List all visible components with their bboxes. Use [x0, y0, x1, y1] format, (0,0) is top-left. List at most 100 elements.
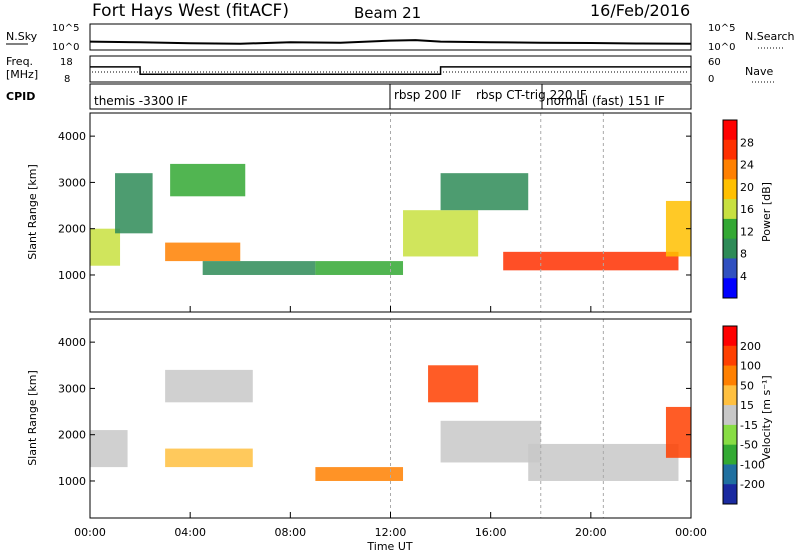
noise-panel: N.Sky 10^5 10^0 10^5 10^0 N.Search	[6, 23, 795, 53]
freq-frame	[89, 55, 692, 83]
data-band-7	[665, 406, 691, 458]
time-tick-label-1: 04:00	[174, 526, 206, 539]
data-band-0	[90, 430, 128, 468]
y-tick-label-3: 4000	[58, 130, 86, 143]
colorbar-tick-label-1: 8	[740, 248, 747, 261]
data-band-1	[115, 173, 153, 234]
y-tick-label-1: 2000	[58, 223, 86, 236]
colorbar-tick-label-3: 16	[740, 203, 754, 216]
cpid-panel: CPID themis -3300 IF rbsp 200 IF rbsp CT…	[6, 83, 692, 110]
data-band-5	[315, 261, 404, 275]
data-band-2	[165, 369, 253, 403]
cpid-mode-3: rbsp CT-trig 220 IF	[476, 88, 587, 102]
data-band-4	[428, 365, 479, 403]
y-tick-label-0: 1000	[58, 475, 86, 488]
data-band-0	[90, 228, 121, 266]
time-axis-label: Time UT	[366, 540, 412, 553]
velocity-colorbar: 200 100 50 15 -15 -50 -100 -200	[722, 325, 765, 505]
data-band-6	[528, 443, 679, 481]
data-band-6	[403, 210, 479, 257]
y-tick-label-0: 1000	[58, 269, 86, 282]
colorbar-swatch-4	[723, 405, 737, 426]
beam-label: Beam 21	[354, 4, 421, 22]
velocity-yticks: 1000 2000 3000 4000	[58, 336, 691, 488]
colorbar-swatch-5	[723, 218, 737, 240]
time-tick-label-6: 00:00	[675, 526, 707, 539]
data-band-3	[315, 467, 404, 481]
colorbar-tick-label-2: 50	[740, 379, 754, 392]
power-data	[90, 113, 691, 312]
cpid-mode-1: themis -3300 IF	[94, 94, 188, 108]
y-tick-label-3: 4000	[58, 336, 86, 349]
power-ylabel: Slant Range [km]	[26, 164, 39, 260]
noise-series	[89, 39, 692, 45]
time-tick-label-0: 00:00	[74, 526, 106, 539]
y-tick-label-2: 3000	[58, 382, 86, 395]
power-colorbar: 4 8 12 16 20 24 28	[722, 119, 754, 299]
noise-right-tick-bottom: 10^0	[708, 42, 735, 53]
colorbar-frame	[722, 325, 738, 505]
colorbar-tick-label-6: 28	[740, 136, 754, 149]
date-label: 16/Feb/2016	[590, 1, 690, 20]
y-tick-label-2: 3000	[58, 176, 86, 189]
data-band-4	[202, 261, 316, 275]
power-colorbar-label: Power [dB]	[760, 182, 773, 242]
colorbar-tick-label-5: 24	[740, 159, 754, 172]
power-panel: Slant Range [km] 1000 2000 3000 4000 4 8 12 16…	[26, 112, 773, 313]
colorbar-swatch-0	[723, 120, 737, 141]
colorbar-swatch-6	[723, 444, 737, 465]
colorbar-swatch-1	[723, 345, 737, 367]
time-tick-label-3: 12:00	[375, 526, 407, 539]
velocity-panel: Slant Range [km] 1000 2000 3000 4000 200 100…	[26, 318, 773, 519]
colorbar-tick-label-1: 100	[740, 360, 761, 373]
data-band-3	[170, 163, 246, 197]
noise-left-tick-top: 10^5	[52, 23, 79, 34]
data-band-1	[165, 448, 253, 468]
freq-unit-label: [MHz]	[6, 68, 38, 81]
colorbar-tick-label-7: -200	[740, 478, 765, 491]
noise-right-tick-top: 10^5	[708, 23, 735, 34]
nave-label: Nave	[745, 65, 773, 78]
velocity-data	[90, 319, 691, 518]
time-tick-label-2: 08:00	[274, 526, 306, 539]
colorbar-tick-label-3: 15	[740, 399, 754, 412]
colorbar-swatch-4	[723, 199, 737, 220]
station-title: Fort Hays West (fitACF)	[92, 1, 289, 21]
colorbar-swatch-1	[723, 139, 737, 161]
colorbar-swatch-5	[723, 424, 737, 446]
y-tick-label-1: 2000	[58, 429, 86, 442]
cpid-mode-2: rbsp 200 IF	[394, 88, 461, 102]
data-band-2	[165, 242, 241, 262]
nave-tick-bottom: 0	[708, 74, 714, 85]
cpid-mode-4: normal (fast) 151 IF	[546, 94, 665, 108]
time-tick-label-4: 16:00	[475, 526, 507, 539]
colorbar-swatch-0	[723, 326, 737, 347]
noise-left-tick-bottom: 10^0	[52, 42, 79, 53]
colorbar-swatch-2	[723, 159, 737, 180]
colorbar-frame	[722, 119, 738, 299]
colorbar-tick-label-5: -50	[740, 439, 758, 452]
noise-frame	[89, 23, 692, 51]
colorbar-swatch-8	[723, 484, 737, 505]
nsearch-label: N.Search	[745, 30, 795, 43]
freq-tick-top: 18	[60, 57, 73, 68]
colorbar-swatch-7	[723, 464, 737, 485]
colorbar-tick-label-4: -15	[740, 419, 758, 432]
time-tick-label-5: 20:00	[575, 526, 607, 539]
colorbar-swatch-8	[723, 278, 737, 299]
nave-tick-top: 60	[708, 57, 721, 68]
velocity-colorbar-label: Velocity [m s⁻¹]	[760, 375, 773, 460]
colorbar-swatch-3	[723, 385, 737, 406]
colorbar-swatch-2	[723, 365, 737, 386]
freq-label: Freq.	[6, 55, 33, 68]
time-axis: 00:00 04:00 08:00 12:00 16:00 20:00 00:00	[74, 306, 707, 539]
data-band-7	[440, 173, 529, 211]
power-yticks: 1000 2000 3000 4000	[58, 130, 691, 282]
colorbar-tick-label-0: 200	[740, 340, 761, 353]
colorbar-tick-label-2: 12	[740, 225, 754, 238]
freq-series	[90, 66, 691, 75]
nsky-label: N.Sky	[6, 30, 38, 43]
colorbar-swatch-7	[723, 258, 737, 279]
freq-panel: Freq. [MHz] 18 8 60 0 Nave	[6, 55, 776, 85]
